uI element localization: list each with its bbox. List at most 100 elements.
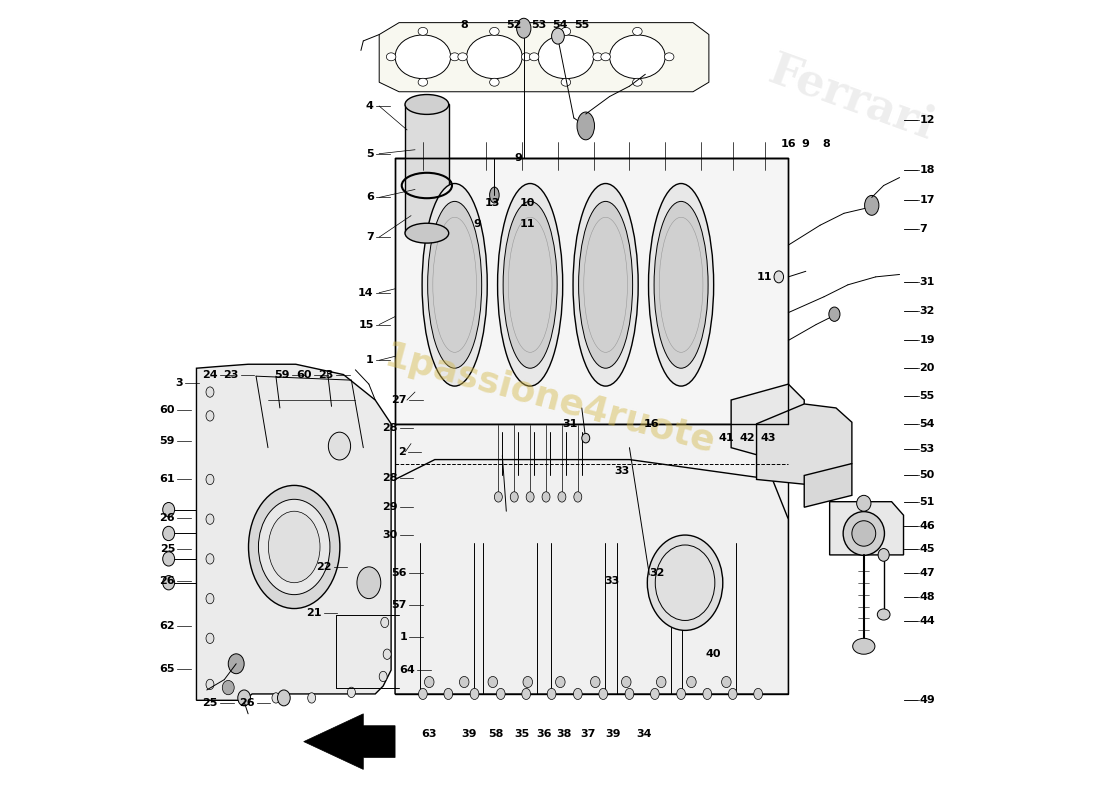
Ellipse shape (163, 575, 175, 590)
Ellipse shape (308, 693, 316, 703)
Ellipse shape (222, 681, 234, 694)
Text: 63: 63 (421, 729, 437, 738)
Ellipse shape (851, 521, 876, 546)
Ellipse shape (206, 594, 214, 604)
Text: 12: 12 (920, 115, 935, 126)
Text: 26: 26 (160, 513, 175, 522)
Ellipse shape (728, 688, 737, 699)
Ellipse shape (526, 492, 535, 502)
Ellipse shape (578, 112, 594, 140)
Text: 14: 14 (358, 288, 374, 298)
Ellipse shape (621, 677, 631, 687)
Text: 59: 59 (160, 436, 175, 446)
Ellipse shape (598, 688, 607, 699)
Ellipse shape (503, 202, 557, 368)
Ellipse shape (163, 526, 175, 541)
Ellipse shape (574, 492, 582, 502)
Text: 62: 62 (160, 622, 175, 631)
Polygon shape (757, 404, 851, 486)
Ellipse shape (458, 53, 468, 61)
Ellipse shape (878, 549, 889, 562)
Ellipse shape (466, 35, 522, 78)
Ellipse shape (490, 27, 499, 35)
Text: 10: 10 (520, 198, 536, 208)
Ellipse shape (551, 28, 564, 44)
Text: 30: 30 (382, 530, 397, 540)
Polygon shape (405, 105, 449, 233)
Text: 64: 64 (399, 665, 415, 675)
Ellipse shape (829, 307, 840, 322)
Text: 50: 50 (920, 470, 935, 481)
Ellipse shape (405, 94, 449, 114)
Text: 59: 59 (274, 370, 289, 379)
Text: 46: 46 (920, 521, 935, 530)
Text: 16: 16 (644, 419, 660, 429)
Text: 48: 48 (920, 592, 935, 602)
Ellipse shape (649, 183, 714, 386)
Text: 56: 56 (392, 568, 407, 578)
Text: 8: 8 (460, 20, 469, 30)
Ellipse shape (609, 35, 666, 78)
Ellipse shape (579, 202, 632, 368)
Ellipse shape (206, 474, 214, 485)
Polygon shape (829, 502, 903, 555)
Ellipse shape (163, 552, 175, 566)
Ellipse shape (494, 492, 503, 502)
Ellipse shape (561, 78, 571, 86)
Ellipse shape (206, 679, 214, 690)
Text: 39: 39 (606, 729, 621, 738)
Ellipse shape (490, 78, 499, 86)
Ellipse shape (450, 53, 460, 61)
Text: 35: 35 (515, 729, 530, 738)
Text: 6: 6 (366, 193, 374, 202)
Text: 43: 43 (761, 433, 777, 443)
Ellipse shape (358, 567, 381, 598)
Ellipse shape (258, 499, 330, 594)
Ellipse shape (529, 53, 539, 61)
Text: 53: 53 (531, 20, 547, 30)
Ellipse shape (272, 693, 279, 703)
Ellipse shape (664, 53, 674, 61)
Ellipse shape (418, 27, 428, 35)
Ellipse shape (163, 502, 175, 517)
Text: 2: 2 (398, 446, 406, 457)
Text: 34: 34 (636, 729, 651, 738)
Text: 57: 57 (392, 600, 407, 610)
Text: 9: 9 (473, 218, 481, 229)
Text: 21: 21 (306, 608, 321, 618)
Text: 65: 65 (160, 663, 175, 674)
Text: 39: 39 (461, 729, 476, 738)
Ellipse shape (249, 486, 340, 609)
Ellipse shape (582, 434, 590, 443)
Text: 55: 55 (920, 391, 935, 401)
Polygon shape (804, 463, 851, 507)
Ellipse shape (488, 677, 497, 687)
Ellipse shape (857, 495, 871, 511)
Text: 32: 32 (920, 306, 935, 316)
Polygon shape (732, 384, 804, 463)
Ellipse shape (517, 18, 531, 38)
Polygon shape (395, 424, 789, 694)
Text: 28: 28 (382, 473, 397, 483)
Ellipse shape (561, 27, 571, 35)
Ellipse shape (428, 202, 482, 368)
Text: 25: 25 (160, 544, 175, 554)
Text: 26: 26 (160, 576, 175, 586)
Ellipse shape (522, 677, 532, 687)
Text: 19: 19 (920, 335, 935, 346)
Ellipse shape (386, 53, 396, 61)
Ellipse shape (521, 53, 531, 61)
Text: 1passione4ruote: 1passione4ruote (381, 339, 719, 461)
Text: 20: 20 (920, 363, 935, 374)
Ellipse shape (206, 387, 214, 398)
Ellipse shape (348, 687, 355, 698)
Text: 47: 47 (920, 568, 935, 578)
Text: 60: 60 (296, 370, 311, 379)
Ellipse shape (460, 677, 469, 687)
Ellipse shape (573, 183, 638, 386)
Ellipse shape (844, 512, 884, 555)
Text: 5: 5 (366, 149, 374, 158)
Ellipse shape (405, 223, 449, 243)
Text: 52: 52 (507, 20, 521, 30)
Text: 33: 33 (614, 466, 629, 477)
